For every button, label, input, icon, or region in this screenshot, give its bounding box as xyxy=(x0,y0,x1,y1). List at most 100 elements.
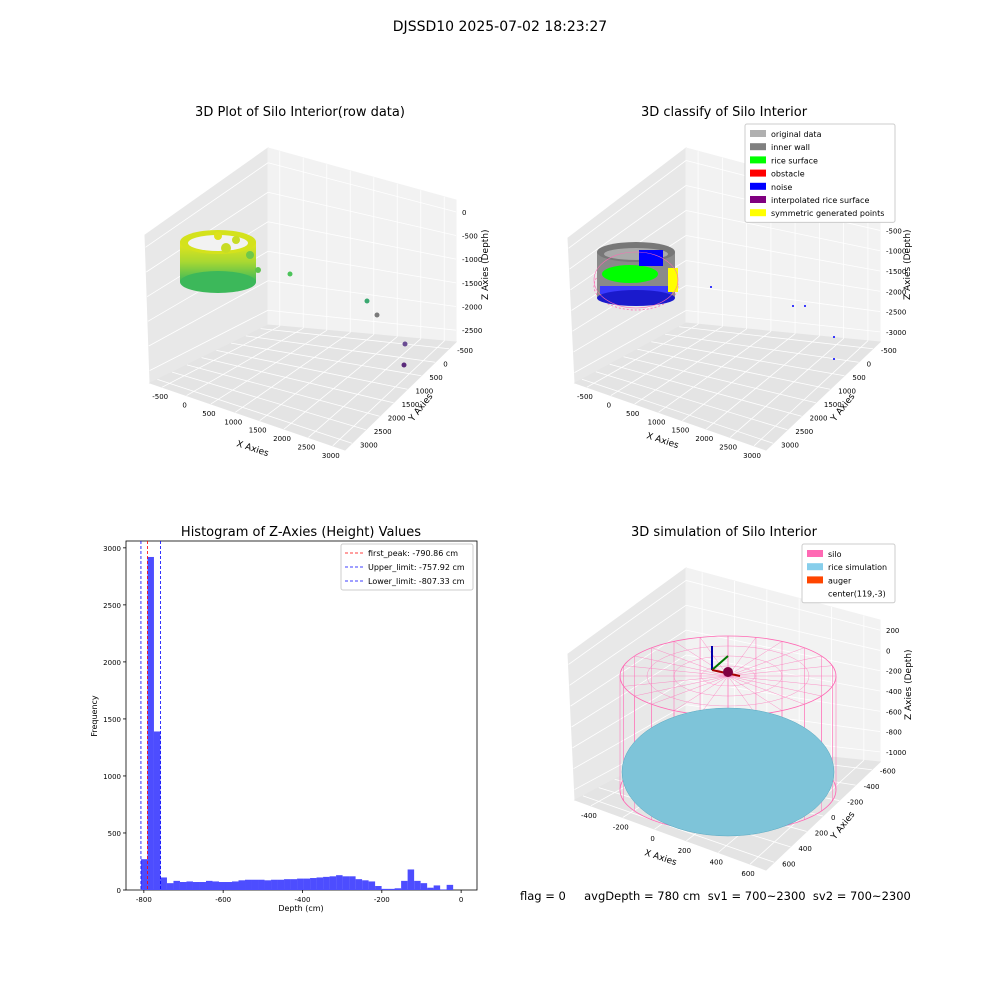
hist-ytick: 1000 xyxy=(103,773,121,781)
hist-bar xyxy=(297,878,304,890)
panel-sim-title: 3D simulation of Silo Interior xyxy=(631,525,818,540)
hist-legend-label: first_peak: -790.86 cm xyxy=(368,549,458,558)
y-tick-label: 1000 xyxy=(415,387,433,395)
rice-surface xyxy=(621,707,835,837)
x-tick-label: 3000 xyxy=(322,452,340,460)
legend-label: auger xyxy=(828,576,852,585)
y-tick-label: -500 xyxy=(881,347,897,355)
y-tick-label: 1500 xyxy=(402,401,420,409)
hist-xtick: -800 xyxy=(136,896,152,904)
legend-label: rice simulation xyxy=(828,563,887,572)
y-tick-label: 500 xyxy=(852,374,865,382)
hist-bar xyxy=(336,875,343,890)
hist-bar xyxy=(147,556,154,890)
hist-bar xyxy=(284,879,291,890)
hist-bar xyxy=(199,882,206,890)
x-tick-label: 2500 xyxy=(298,443,316,451)
hist-xtick: -200 xyxy=(374,896,390,904)
z-tick-label: -200 xyxy=(886,668,902,676)
hist-xtick: -600 xyxy=(215,896,231,904)
z-tick-label: -1000 xyxy=(886,749,906,757)
x-tick-label: 500 xyxy=(626,410,639,418)
hist-bar xyxy=(179,882,187,890)
noise-point xyxy=(792,305,794,307)
z-tick-label: -2000 xyxy=(886,288,906,296)
pane-grid xyxy=(145,151,457,447)
hist-bar xyxy=(329,876,337,890)
z-tick-label: -1500 xyxy=(886,268,906,276)
legend-label: noise xyxy=(771,183,792,192)
x-tick-label: 2000 xyxy=(695,435,713,443)
y-tick-label: 2500 xyxy=(795,428,813,436)
hist-legend-label: Lower_limit: -807.33 cm xyxy=(368,577,465,586)
hist-bar xyxy=(388,888,395,890)
hist-bar xyxy=(205,880,213,890)
outlier-point xyxy=(374,312,380,318)
pane-floor xyxy=(573,322,882,451)
hist-bar xyxy=(394,888,402,890)
y-tick-label: 3000 xyxy=(360,441,378,449)
hist-bar xyxy=(186,881,193,890)
hist-bar xyxy=(290,879,298,890)
silo-ring-points xyxy=(180,230,261,293)
hist-bar xyxy=(446,884,454,890)
x-tick-label: 0 xyxy=(607,402,611,410)
x-tick-label: 2500 xyxy=(719,443,737,451)
x-tick-label: 0 xyxy=(650,835,654,843)
panel-raw-title: 3D Plot of Silo Interior(row data) xyxy=(195,105,405,120)
hist-xtick: -400 xyxy=(295,896,311,904)
legend-swatch xyxy=(750,209,766,217)
hist-bar xyxy=(407,869,415,890)
legend-label: original data xyxy=(771,130,822,139)
y-tick-label: -600 xyxy=(880,768,896,776)
x-tick-label: 600 xyxy=(741,870,754,878)
y-tick-label: 2000 xyxy=(388,414,406,422)
y-tick-label: -500 xyxy=(457,347,473,355)
hist-ytick: 500 xyxy=(108,830,121,838)
hist-bar xyxy=(401,880,408,890)
legend-swatch xyxy=(750,130,766,137)
z-tick-label: 0 xyxy=(886,647,890,655)
hist-bar xyxy=(440,889,447,890)
hist-bar xyxy=(238,880,246,890)
legend-label: inner wall xyxy=(771,143,810,152)
panel-simulation: 3D simulation of Silo Interior -400-2000… xyxy=(567,525,914,878)
panel-raw-data: 3D Plot of Silo Interior(row data) -500 0… xyxy=(144,105,491,460)
hist-bar xyxy=(433,885,441,890)
z-tick-label: 200 xyxy=(886,627,899,635)
noise-point xyxy=(833,358,835,360)
z-tick-label: -1500 xyxy=(462,280,482,288)
x-tick-label: -500 xyxy=(577,393,593,401)
auger-marker xyxy=(711,646,741,677)
hist-bar xyxy=(316,877,324,890)
y-tick-label: 500 xyxy=(429,374,442,382)
x-tick-label: -200 xyxy=(613,824,629,832)
hist-bar xyxy=(310,878,317,890)
x-tick-label: 200 xyxy=(678,847,691,855)
z-tick-label: 0 xyxy=(462,209,466,217)
z-tick-label: -500 xyxy=(886,227,902,235)
y-tick-label: 1500 xyxy=(824,401,842,409)
x-tick-label: 400 xyxy=(710,859,723,867)
outlier-point xyxy=(402,341,408,347)
legend-label: interpolated rice surface xyxy=(771,196,869,205)
figure-suptitle: DJSSD10 2025-07-02 18:23:27 xyxy=(393,19,607,35)
legend-swatch xyxy=(807,576,823,584)
y-tick-label: 1000 xyxy=(838,387,856,395)
z-tick-label: -1000 xyxy=(886,248,906,256)
panel-histogram: Histogram of Z-Axies (Height) Values -80… xyxy=(90,525,478,913)
noise-point xyxy=(710,286,712,288)
y-tick-label: 400 xyxy=(798,845,811,853)
hist-xtick: 0 xyxy=(459,896,463,904)
hist-bar xyxy=(420,883,428,890)
z-tick-label: -800 xyxy=(886,729,902,737)
hist-legend: first_peak: -790.86 cm Upper_limit: -757.… xyxy=(340,543,474,591)
y-tick-label: 0 xyxy=(867,360,871,368)
y-tick-label: -200 xyxy=(847,799,863,807)
y-tick-label: 2000 xyxy=(810,414,828,422)
hist-bar xyxy=(323,876,330,890)
noise-point xyxy=(804,305,806,307)
axis-label-x: X Axies xyxy=(643,848,678,868)
legend-swatch xyxy=(807,550,823,557)
